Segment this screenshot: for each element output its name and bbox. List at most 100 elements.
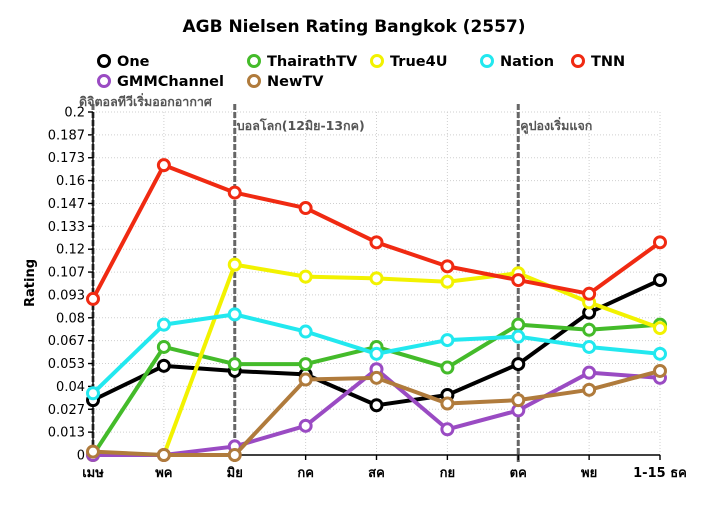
data-point bbox=[653, 273, 667, 288]
data-point bbox=[511, 393, 526, 408]
data-point bbox=[227, 257, 242, 272]
series-tnn bbox=[86, 158, 667, 306]
data-point bbox=[298, 418, 313, 433]
data-point bbox=[298, 357, 313, 372]
series-lines bbox=[86, 158, 667, 462]
data-point bbox=[653, 346, 667, 361]
legend-label: TNN bbox=[591, 54, 625, 70]
legend-marker bbox=[247, 74, 261, 88]
legend-label: One bbox=[117, 54, 150, 70]
x-tick-label: มิย bbox=[227, 466, 243, 481]
y-tick-label: 0.12 bbox=[56, 243, 85, 258]
data-point bbox=[653, 321, 667, 336]
x-tick-label: สค bbox=[368, 466, 385, 481]
legend-item: True4U bbox=[370, 54, 447, 70]
legend-marker bbox=[97, 74, 111, 88]
legend-item: One bbox=[97, 54, 150, 70]
x-tick-label: พค bbox=[155, 466, 172, 481]
data-point bbox=[298, 324, 313, 339]
y-tick-label: 0.147 bbox=[48, 197, 85, 212]
legend: One ThairathTV True4U Nation TNN GMMChannel Ne… bbox=[97, 54, 625, 90]
data-point bbox=[227, 185, 242, 200]
data-point bbox=[440, 274, 455, 289]
data-point bbox=[369, 271, 384, 286]
data-point bbox=[582, 365, 597, 380]
data-point bbox=[582, 339, 597, 354]
data-point bbox=[156, 339, 171, 354]
legend-label: NewTV bbox=[267, 74, 324, 90]
x-tick-label: เมษ bbox=[82, 466, 104, 481]
data-point bbox=[582, 322, 597, 337]
data-point bbox=[511, 357, 526, 372]
legend-label: GMMChannel bbox=[117, 74, 224, 90]
data-point bbox=[227, 448, 242, 462]
legend-label: True4U bbox=[390, 54, 447, 70]
y-axis-label: Rating bbox=[23, 259, 38, 307]
x-tick-label: พย bbox=[581, 466, 597, 481]
y-tick-label: 0.093 bbox=[48, 288, 85, 303]
data-point bbox=[511, 317, 526, 332]
y-tick-label: 0 bbox=[77, 449, 85, 464]
data-point bbox=[86, 386, 100, 401]
y-tick-label: 0.067 bbox=[48, 334, 85, 349]
y-tick-label: 0.2 bbox=[64, 106, 85, 121]
data-point bbox=[86, 444, 100, 459]
data-point bbox=[227, 307, 242, 322]
data-point bbox=[653, 235, 667, 250]
data-point bbox=[298, 201, 313, 216]
y-tick-label: 0.013 bbox=[48, 426, 85, 441]
y-tick-label: 0.08 bbox=[56, 311, 85, 326]
data-point bbox=[582, 286, 597, 301]
data-point bbox=[511, 273, 526, 288]
event-annotation: ดิจิตอลทีวีเริ่มออกอากาศ bbox=[79, 93, 213, 109]
data-point bbox=[86, 291, 100, 306]
event-annotation: บอลโลก(12มิย-13กค) bbox=[237, 118, 365, 133]
y-tick-label: 0.04 bbox=[56, 380, 85, 395]
legend-label: Nation bbox=[500, 54, 554, 70]
legend-item: GMMChannel bbox=[97, 74, 224, 90]
data-point bbox=[298, 372, 313, 387]
data-point bbox=[653, 363, 667, 378]
data-point bbox=[582, 382, 597, 397]
data-point bbox=[511, 329, 526, 344]
data-point bbox=[440, 396, 455, 411]
y-tick-label: 0.027 bbox=[48, 403, 85, 418]
data-point bbox=[369, 346, 384, 361]
data-point bbox=[369, 235, 384, 250]
event-annotation: คูปองเริ่มแจก bbox=[520, 117, 592, 134]
legend-label: ThairathTV bbox=[267, 54, 358, 70]
series-newtv bbox=[86, 363, 667, 462]
legend-marker bbox=[370, 54, 384, 68]
legend-marker bbox=[247, 54, 261, 68]
y-tick-label: 0.053 bbox=[48, 357, 85, 372]
legend-marker bbox=[480, 54, 494, 68]
data-point bbox=[156, 448, 171, 462]
y-tick-label: 0.173 bbox=[48, 151, 85, 166]
y-tick-label: 0.16 bbox=[56, 174, 85, 189]
x-tick-label: กย bbox=[440, 466, 456, 481]
series-nation bbox=[86, 307, 667, 401]
data-point bbox=[440, 360, 455, 375]
data-point bbox=[227, 357, 242, 372]
data-point bbox=[156, 358, 171, 373]
legend-marker bbox=[97, 54, 111, 68]
data-point bbox=[156, 158, 171, 173]
x-tick-label: ตค bbox=[510, 466, 527, 481]
data-point bbox=[156, 317, 171, 332]
data-point bbox=[298, 269, 313, 284]
x-tick-label: กค bbox=[297, 466, 314, 481]
legend-item: Nation bbox=[480, 54, 554, 70]
data-point bbox=[440, 259, 455, 274]
legend-item: ThairathTV bbox=[247, 54, 358, 70]
data-point bbox=[440, 333, 455, 348]
y-tick-label: 0.107 bbox=[48, 266, 85, 281]
data-point bbox=[369, 398, 384, 413]
chart-title: AGB Nielsen Rating Bangkok (2557) bbox=[182, 17, 525, 37]
y-tick-label: 0.133 bbox=[48, 220, 85, 235]
legend-item: TNN bbox=[571, 54, 625, 70]
y-tick-label: 0.187 bbox=[48, 128, 85, 143]
legend-item: NewTV bbox=[247, 74, 324, 90]
legend-marker bbox=[571, 54, 585, 68]
data-point bbox=[440, 422, 455, 437]
